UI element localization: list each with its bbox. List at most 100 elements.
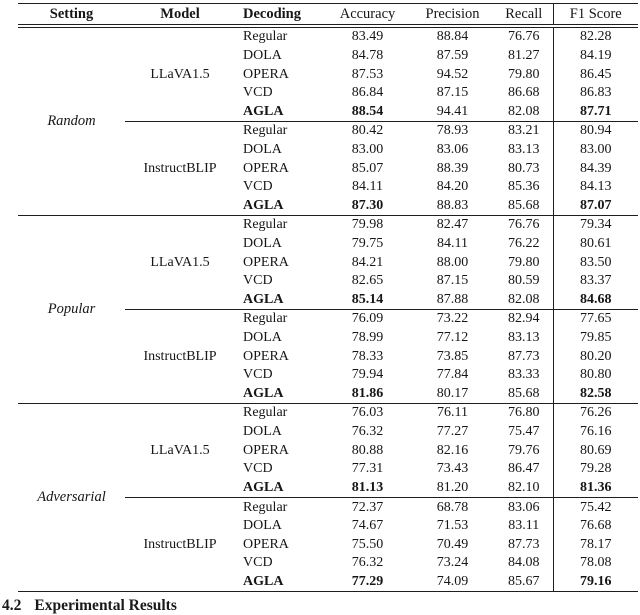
- metric-cell: 77.65: [552, 309, 638, 329]
- metric-cell: 88.00: [436, 254, 469, 270]
- decoding-cell: Regular: [243, 29, 288, 45]
- metric-cell: 76.32: [351, 555, 384, 571]
- metric-cell: 87.88: [410, 290, 495, 311]
- metric-cell: 82.28: [552, 26, 638, 47]
- metric-cell: 82.10: [495, 478, 553, 499]
- metric-cell: 84.19: [552, 46, 638, 66]
- metric-cell: 79.75: [351, 236, 384, 251]
- metric-cell: 80.20: [552, 347, 638, 366]
- metric-cell: 73.22: [436, 311, 469, 327]
- table-row: AGLA 85.14 87.88 82.08 84.68: [18, 290, 638, 311]
- metric-cell: 74.67: [351, 518, 384, 534]
- decoding-cell: AGLA: [235, 384, 325, 405]
- table-row: VCD 84.11 84.20 85.36 84.13: [18, 177, 638, 197]
- metric-cell: 80.80: [552, 365, 638, 385]
- metric-cell: 83.21: [508, 123, 540, 139]
- metric-cell: 78.99: [351, 330, 384, 346]
- metric-cell: 73.24: [436, 555, 469, 571]
- table-row: Popular LLaVA1.5 Regular 79.98 82.47 76.76 79.…: [18, 215, 638, 405]
- metric-cell: 80.17: [410, 384, 495, 405]
- metric-cell: 84.68: [552, 290, 638, 311]
- metric-cell: 87.30: [325, 196, 410, 217]
- metric-cell: 83.13: [508, 330, 540, 346]
- metric-cell: 88.39: [436, 160, 469, 176]
- table-row: VCD 79.94 77.84 83.33 80.80: [18, 365, 638, 385]
- metric-cell: 87.59: [436, 47, 469, 63]
- metric-cell: 79.94: [351, 367, 384, 383]
- decoding-cell: DOLA: [243, 47, 282, 63]
- metric-cell: 81.20: [410, 478, 495, 499]
- header-row: Setting Model Decoding Accuracy Precisio…: [18, 3, 638, 28]
- decoding-cell: OPERA: [243, 536, 289, 552]
- metric-cell: 82.08: [495, 290, 553, 311]
- metric-cell: 83.00: [552, 140, 638, 160]
- metric-cell: 83.06: [436, 141, 469, 157]
- metric-cell: 82.94: [508, 311, 540, 327]
- col-header-model: Model: [125, 3, 235, 28]
- table-row: AGLA 77.29 74.09 85.67 79.16: [18, 572, 638, 593]
- metric-cell: 85.14: [325, 290, 410, 311]
- decoding-cell: Regular: [243, 311, 288, 327]
- metric-cell: 83.49: [351, 29, 384, 45]
- decoding-cell: DOLA: [243, 330, 282, 346]
- metric-cell: 88.83: [410, 196, 495, 217]
- metric-cell: 84.39: [552, 159, 638, 178]
- metric-cell: 87.15: [436, 273, 469, 289]
- decoding-cell: OPERA: [243, 442, 289, 458]
- metric-cell: 79.85: [552, 328, 638, 348]
- metric-cell: 88.84: [436, 29, 469, 45]
- metric-cell: 81.27: [508, 47, 540, 63]
- metric-cell: 82.16: [436, 442, 469, 458]
- table-row: OPERA 87.53 94.52 79.80 86.45: [18, 65, 638, 84]
- metric-cell: 70.49: [436, 536, 469, 552]
- table-header: Setting Model Decoding Accuracy Precisio…: [18, 3, 638, 28]
- metric-cell: 87.07: [552, 196, 638, 217]
- col-header-accuracy: Accuracy: [325, 3, 410, 28]
- metric-cell: 84.78: [351, 47, 384, 63]
- metric-cell: 76.03: [351, 405, 384, 421]
- table-row: DOLA 83.00 83.06 83.13 83.00: [18, 140, 638, 160]
- metric-cell: 84.21: [351, 254, 384, 270]
- table-row: VCD 82.65 87.15 80.59 83.37: [18, 271, 638, 291]
- metric-cell: 85.36: [508, 179, 540, 195]
- metric-cell: 78.17: [552, 535, 638, 555]
- metric-cell: 79.16: [552, 572, 638, 593]
- metric-cell: 81.13: [325, 478, 410, 499]
- decoding-cell: AGLA: [235, 102, 325, 123]
- decoding-cell: VCD: [243, 85, 273, 101]
- decoding-cell: VCD: [243, 273, 273, 289]
- col-header-setting: Setting: [18, 3, 125, 28]
- table-row: AGLA 88.54 94.41 82.08 87.71: [18, 102, 638, 123]
- table-row: DOLA 78.99 77.12 83.13 79.85: [18, 328, 638, 348]
- table-row: OPERA 75.50 70.49 87.73 78.17: [18, 535, 638, 555]
- table-row: OPERA 84.21 88.00 79.80 83.50: [18, 253, 638, 272]
- table-row: OPERA 78.33 73.85 87.73 80.20: [18, 347, 638, 366]
- section-heading-number: 4.2: [2, 597, 22, 614]
- metric-cell: 79.80: [508, 254, 540, 270]
- table-row: DOLA 84.78 87.59 81.27 84.19: [18, 46, 638, 66]
- col-header-precision: Precision: [410, 3, 495, 28]
- decoding-cell: Regular: [243, 405, 288, 421]
- metric-cell: 84.08: [508, 555, 540, 571]
- metric-cell: 83.33: [508, 367, 540, 383]
- metric-cell: 77.12: [436, 330, 469, 346]
- decoding-cell: VCD: [243, 555, 273, 571]
- metric-cell: 82.58: [552, 384, 638, 405]
- metric-cell: 83.11: [508, 518, 540, 534]
- metric-cell: 87.15: [436, 85, 469, 101]
- metric-cell: 87.73: [508, 536, 540, 552]
- col-header-decoding: Decoding: [235, 3, 325, 28]
- metric-cell: 81.86: [325, 384, 410, 405]
- metric-cell: 87.73: [508, 348, 540, 364]
- metric-cell: 79.76: [508, 442, 540, 458]
- model-cell: InstructBLIP: [125, 497, 235, 593]
- setting-cell: Popular: [18, 215, 125, 405]
- setting-cell: Adversarial: [18, 403, 125, 593]
- decoding-cell: OPERA: [243, 160, 289, 176]
- metric-cell: 84.13: [552, 177, 638, 197]
- metric-cell: 82.65: [351, 273, 384, 289]
- metric-cell: 87.53: [351, 66, 384, 82]
- metric-cell: 86.83: [552, 83, 638, 103]
- metric-cell: 86.84: [351, 85, 384, 101]
- metric-cell: 80.59: [508, 273, 540, 289]
